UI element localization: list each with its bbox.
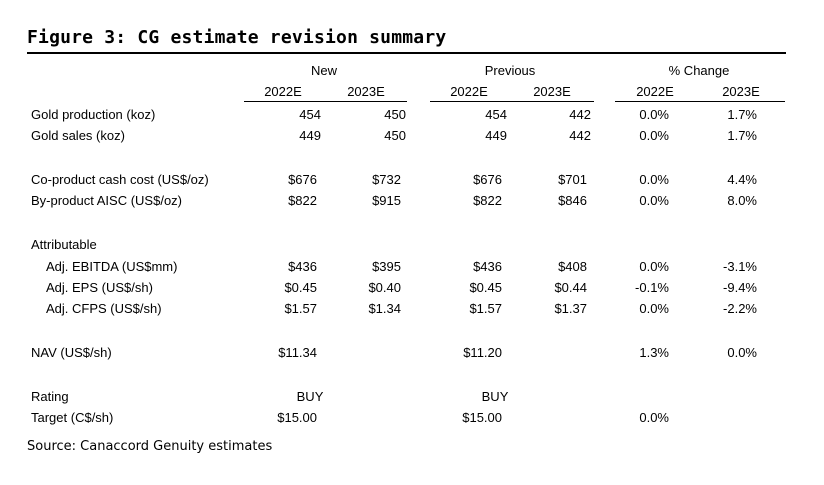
cell-chg-2023: -2.2% [723, 301, 757, 316]
cell-prev-2022: $15.00 [462, 410, 502, 425]
cell-prev-2023: $0.44 [554, 280, 587, 295]
header-previous: Previous [484, 63, 536, 78]
cell-chg-2023: 4.4% [727, 172, 757, 187]
row-label: Co-product cash cost (US$/oz) [31, 172, 209, 187]
cell-prev-2022: $676 [473, 172, 502, 187]
row-label: By-product AISC (US$/oz) [31, 193, 182, 208]
cell-new-2023: 450 [384, 107, 406, 122]
header-chg-2022: 2022E [636, 84, 674, 99]
cell-new-2022: $822 [288, 193, 317, 208]
cell-chg-2022: 0.0% [639, 259, 669, 274]
cell-prev-2022: 449 [485, 128, 507, 143]
cell-prev-2022: $436 [473, 259, 502, 274]
cell-chg-2023: 8.0% [727, 193, 757, 208]
header-new: New [310, 63, 338, 78]
header-prev-2023: 2023E [533, 84, 571, 99]
cell-prev-2022: $822 [473, 193, 502, 208]
row-label: Adj. EBITDA (US$mm) [46, 259, 178, 274]
cell-chg-2022: 0.0% [639, 107, 669, 122]
figure-title: Figure 3: CG estimate revision summary [27, 27, 447, 48]
cell-chg-2023: -9.4% [723, 280, 757, 295]
row-label: NAV (US$/sh) [31, 345, 112, 360]
section-label-attributable: Attributable [31, 237, 97, 252]
cell-prev-2022: $11.20 [463, 345, 502, 360]
cell-chg-2022: -0.1% [635, 280, 669, 295]
cell-chg-2022: 0.0% [639, 128, 669, 143]
row-label: Gold production (koz) [31, 107, 156, 122]
cell-new-2022: $436 [288, 259, 317, 274]
cell-new-2023: $732 [372, 172, 401, 187]
cell-chg-2022: 0.0% [639, 193, 669, 208]
cell-new-2023: 450 [384, 128, 406, 143]
cell-new-2022: $0.45 [284, 280, 317, 295]
change-header-underline [615, 101, 785, 102]
cell-chg-2023: 0.0% [727, 345, 757, 360]
source-note: Source: Canaccord Genuity estimates [27, 439, 273, 454]
row-label: Adj. CFPS (US$/sh) [46, 301, 162, 316]
cell-chg-2022: 0.0% [639, 172, 669, 187]
cell-prev-2023: $408 [558, 259, 587, 274]
row-label: Target (C$/sh) [31, 410, 114, 425]
cell-new-2023: $1.34 [368, 301, 401, 316]
row-label: Rating [31, 389, 69, 404]
cell-prev-2022: BUY [481, 389, 509, 404]
cell-chg-2022: 0.0% [639, 410, 669, 425]
cell-prev-2023: 442 [569, 128, 591, 143]
cell-new-2022: $11.34 [278, 345, 317, 360]
new-header-underline [244, 101, 407, 102]
cell-new-2023: $395 [372, 259, 401, 274]
cell-new-2022: 454 [299, 107, 321, 122]
title-rule [27, 52, 786, 54]
previous-header-underline [430, 101, 594, 102]
header-chg-2023: 2023E [722, 84, 760, 99]
cell-new-2022: BUY [296, 389, 324, 404]
cell-prev-2022: $0.45 [469, 280, 502, 295]
cell-chg-2023: -3.1% [723, 259, 757, 274]
header-prev-2022: 2022E [450, 84, 488, 99]
cell-prev-2023: 442 [569, 107, 591, 122]
cell-new-2022: 449 [299, 128, 321, 143]
cell-new-2023: $0.40 [368, 280, 401, 295]
cell-new-2022: $1.57 [284, 301, 317, 316]
row-label: Gold sales (koz) [31, 128, 125, 143]
cell-new-2022: $15.00 [277, 410, 317, 425]
cell-chg-2023: 1.7% [727, 128, 757, 143]
cell-prev-2022: $1.57 [469, 301, 502, 316]
cell-prev-2023: $701 [558, 172, 587, 187]
cell-prev-2022: 454 [485, 107, 507, 122]
cell-chg-2022: 1.3% [639, 345, 669, 360]
cell-chg-2022: 0.0% [639, 301, 669, 316]
cell-prev-2023: $1.37 [554, 301, 587, 316]
row-label: Adj. EPS (US$/sh) [46, 280, 153, 295]
cell-chg-2023: 1.7% [727, 107, 757, 122]
cell-new-2023: $915 [372, 193, 401, 208]
header-change: % Change [668, 63, 730, 78]
header-new-2023: 2023E [347, 84, 385, 99]
header-new-2022: 2022E [264, 84, 302, 99]
cell-prev-2023: $846 [558, 193, 587, 208]
cell-new-2022: $676 [288, 172, 317, 187]
